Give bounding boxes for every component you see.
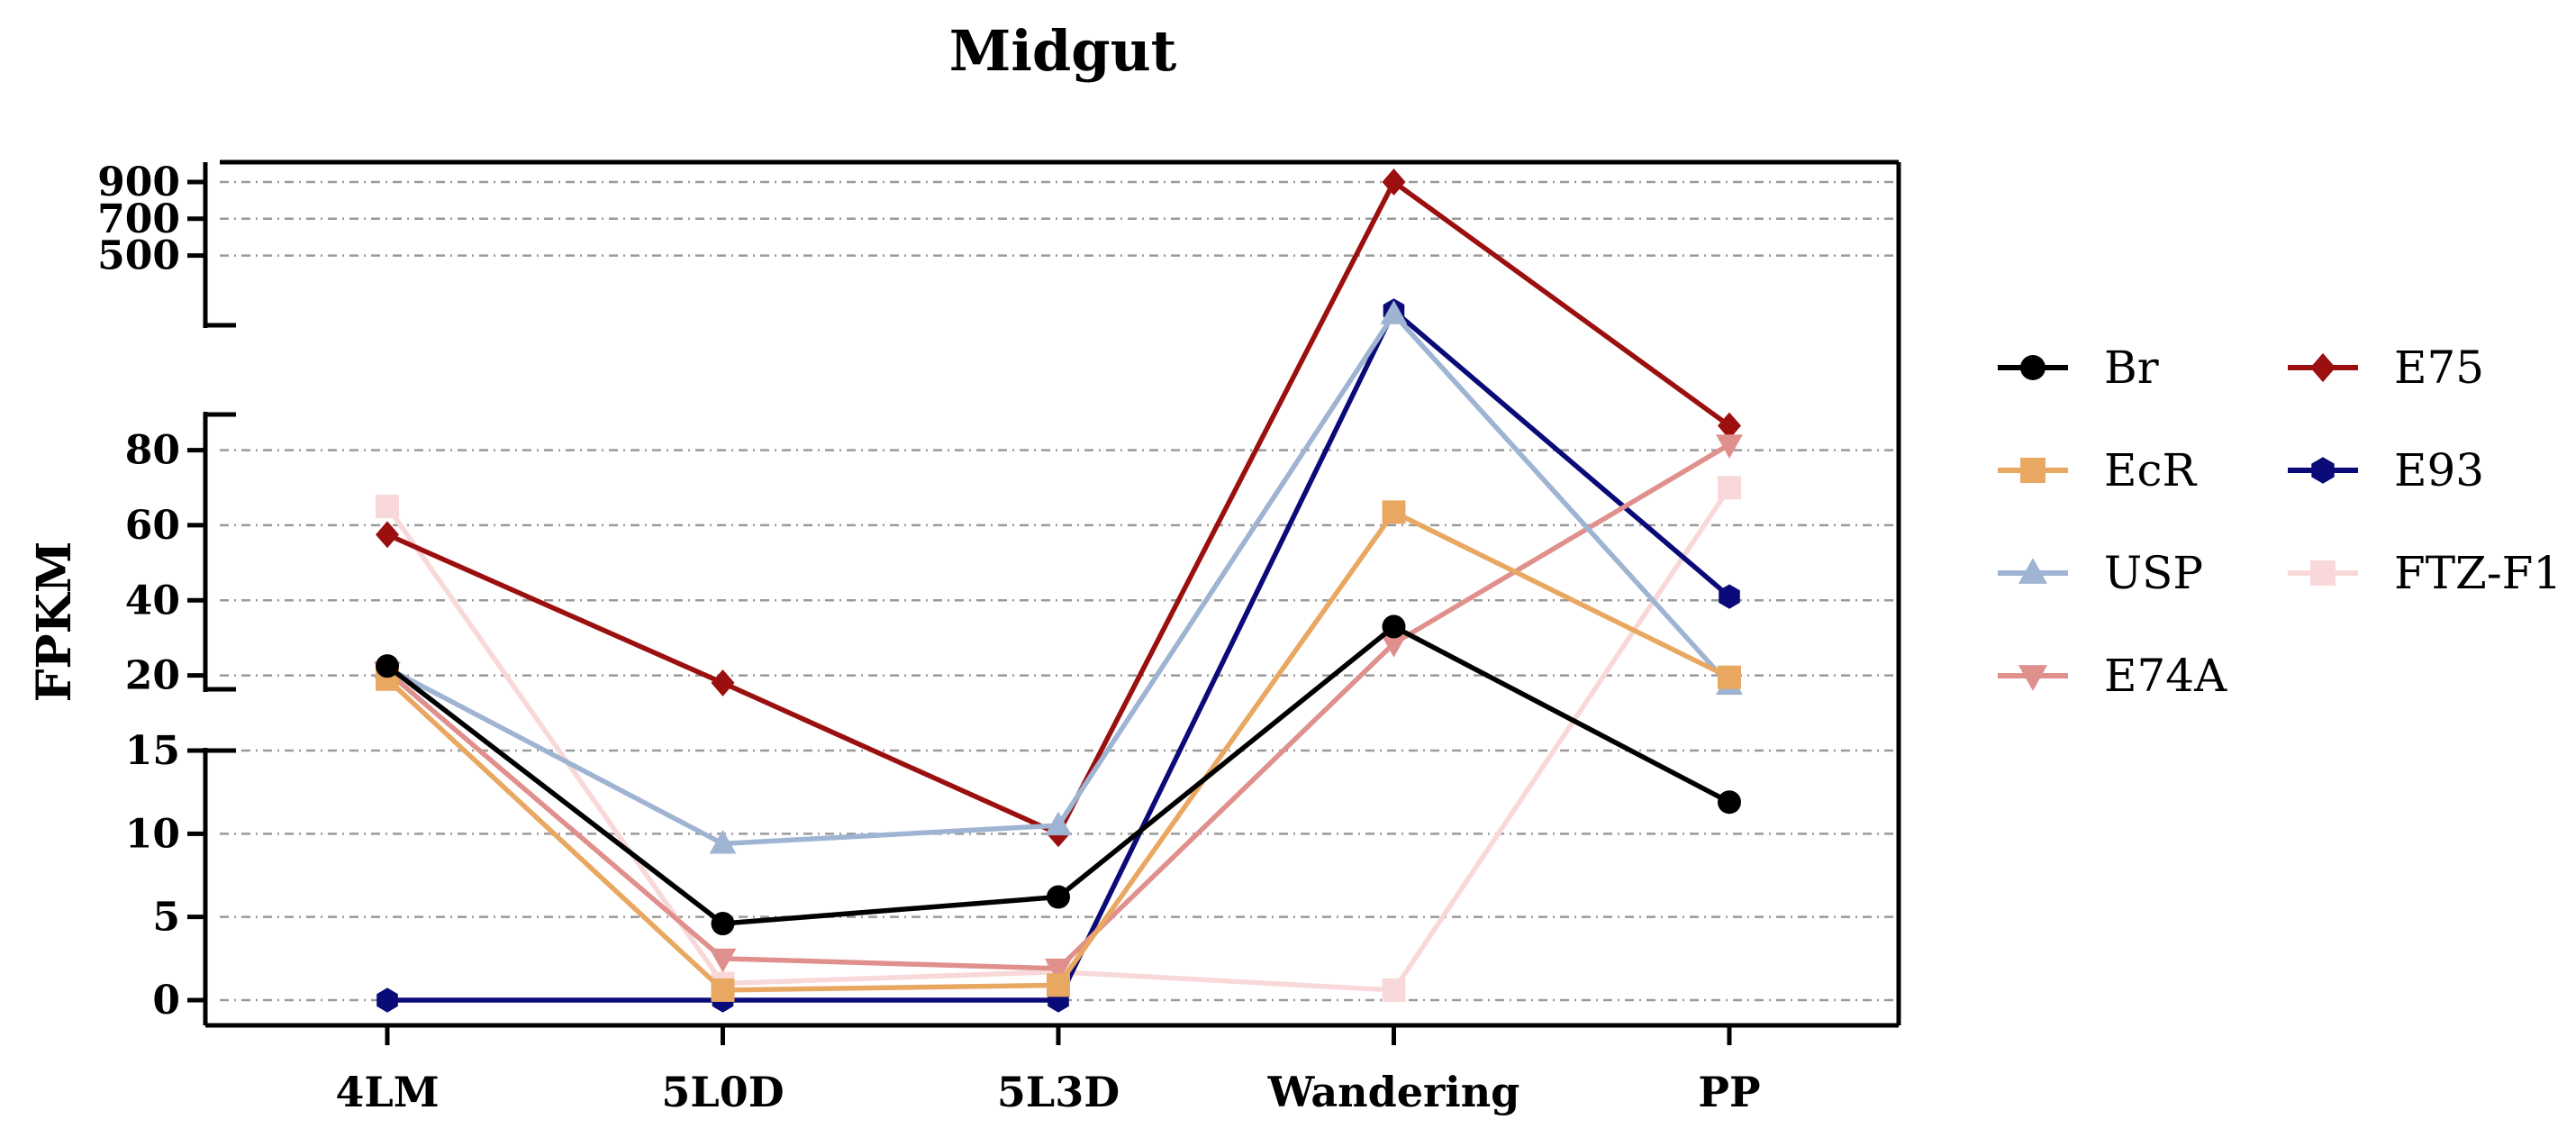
- legend: Br EcR USP E74A E75 E93 FTZ-F1: [1998, 341, 2562, 702]
- x-tick-label: 5L0D: [661, 1068, 784, 1116]
- data-point: [1716, 434, 1743, 459]
- y-tick-label: 60: [125, 503, 180, 549]
- data-point: [1718, 476, 1741, 500]
- legend-item-ftz-f1: FTZ-F1: [2288, 547, 2562, 599]
- data-point: [1047, 973, 1070, 997]
- data-point: [709, 829, 737, 854]
- y-tick-label: 15: [125, 728, 180, 774]
- data-point: [1382, 500, 1406, 524]
- legend-marker: [2018, 665, 2048, 691]
- data-point: [1380, 300, 1408, 324]
- legend-label: E93: [2394, 444, 2484, 496]
- legend-label: FTZ-F1: [2394, 547, 2562, 599]
- data-point: [1382, 168, 1406, 196]
- x-tick-label: PP: [1698, 1068, 1760, 1116]
- y-tick-label: 40: [125, 578, 180, 624]
- legend-item-e93: E93: [2288, 444, 2484, 496]
- data-point: [1045, 811, 1072, 836]
- data-point: [1718, 665, 1741, 689]
- data-point: [1045, 958, 1072, 983]
- legend-item-br: Br: [1998, 341, 2159, 394]
- axis-break-gap: [196, 692, 214, 748]
- x-tick-label: 5L3D: [997, 1068, 1120, 1116]
- legend-label: E74A: [2104, 650, 2227, 702]
- legend-marker: [2020, 355, 2045, 380]
- data-point: [1382, 978, 1406, 1002]
- data-point: [376, 521, 399, 549]
- legend-marker: [2020, 458, 2045, 483]
- legend-marker: [2311, 457, 2335, 484]
- chart-title: Midgut: [949, 18, 1177, 84]
- y-tick-label: 0: [152, 978, 180, 1024]
- gridlines: [220, 180, 1899, 1002]
- data-point: [1719, 584, 1740, 609]
- axis-break-gap: [196, 328, 214, 412]
- series-group: [374, 168, 1743, 1013]
- y-tick-label: 900: [97, 159, 180, 205]
- data-point: [1382, 614, 1406, 639]
- legend-label: USP: [2104, 547, 2203, 599]
- legend-label: E75: [2394, 341, 2484, 394]
- legend-label: Br: [2104, 341, 2159, 394]
- legend-item-e75: E75: [2288, 341, 2484, 394]
- data-point: [711, 912, 735, 936]
- legend-marker: [2310, 560, 2336, 586]
- y-tick-label: 10: [125, 811, 180, 857]
- data-point: [1047, 885, 1070, 909]
- y-tick-label: 20: [125, 653, 180, 699]
- data-point: [711, 669, 735, 696]
- data-point: [1718, 790, 1741, 815]
- data-point: [376, 495, 399, 519]
- legend-item-ecr: EcR: [1998, 444, 2198, 496]
- data-point: [711, 978, 735, 1002]
- data-point: [709, 948, 737, 973]
- x-tick-label: Wandering: [1267, 1068, 1520, 1116]
- y-tick-label: 500: [97, 233, 180, 279]
- y-tick-label: 700: [97, 196, 180, 242]
- legend-marker: [2310, 352, 2336, 383]
- data-point: [376, 988, 398, 1013]
- y-tick-label: 80: [125, 428, 180, 474]
- y-axis-label: FPKM: [27, 542, 82, 703]
- legend-item-e74a: E74A: [1998, 650, 2227, 702]
- x-tick-label: 4LM: [335, 1068, 439, 1116]
- series-br: [376, 614, 1741, 936]
- y-tick-label: 5: [152, 895, 180, 941]
- legend-label: EcR: [2104, 444, 2198, 496]
- data-point: [376, 654, 399, 678]
- legend-marker: [2018, 558, 2048, 584]
- data-point: [1718, 412, 1741, 440]
- data-point: [1380, 633, 1408, 658]
- legend-item-usp: USP: [1998, 547, 2203, 599]
